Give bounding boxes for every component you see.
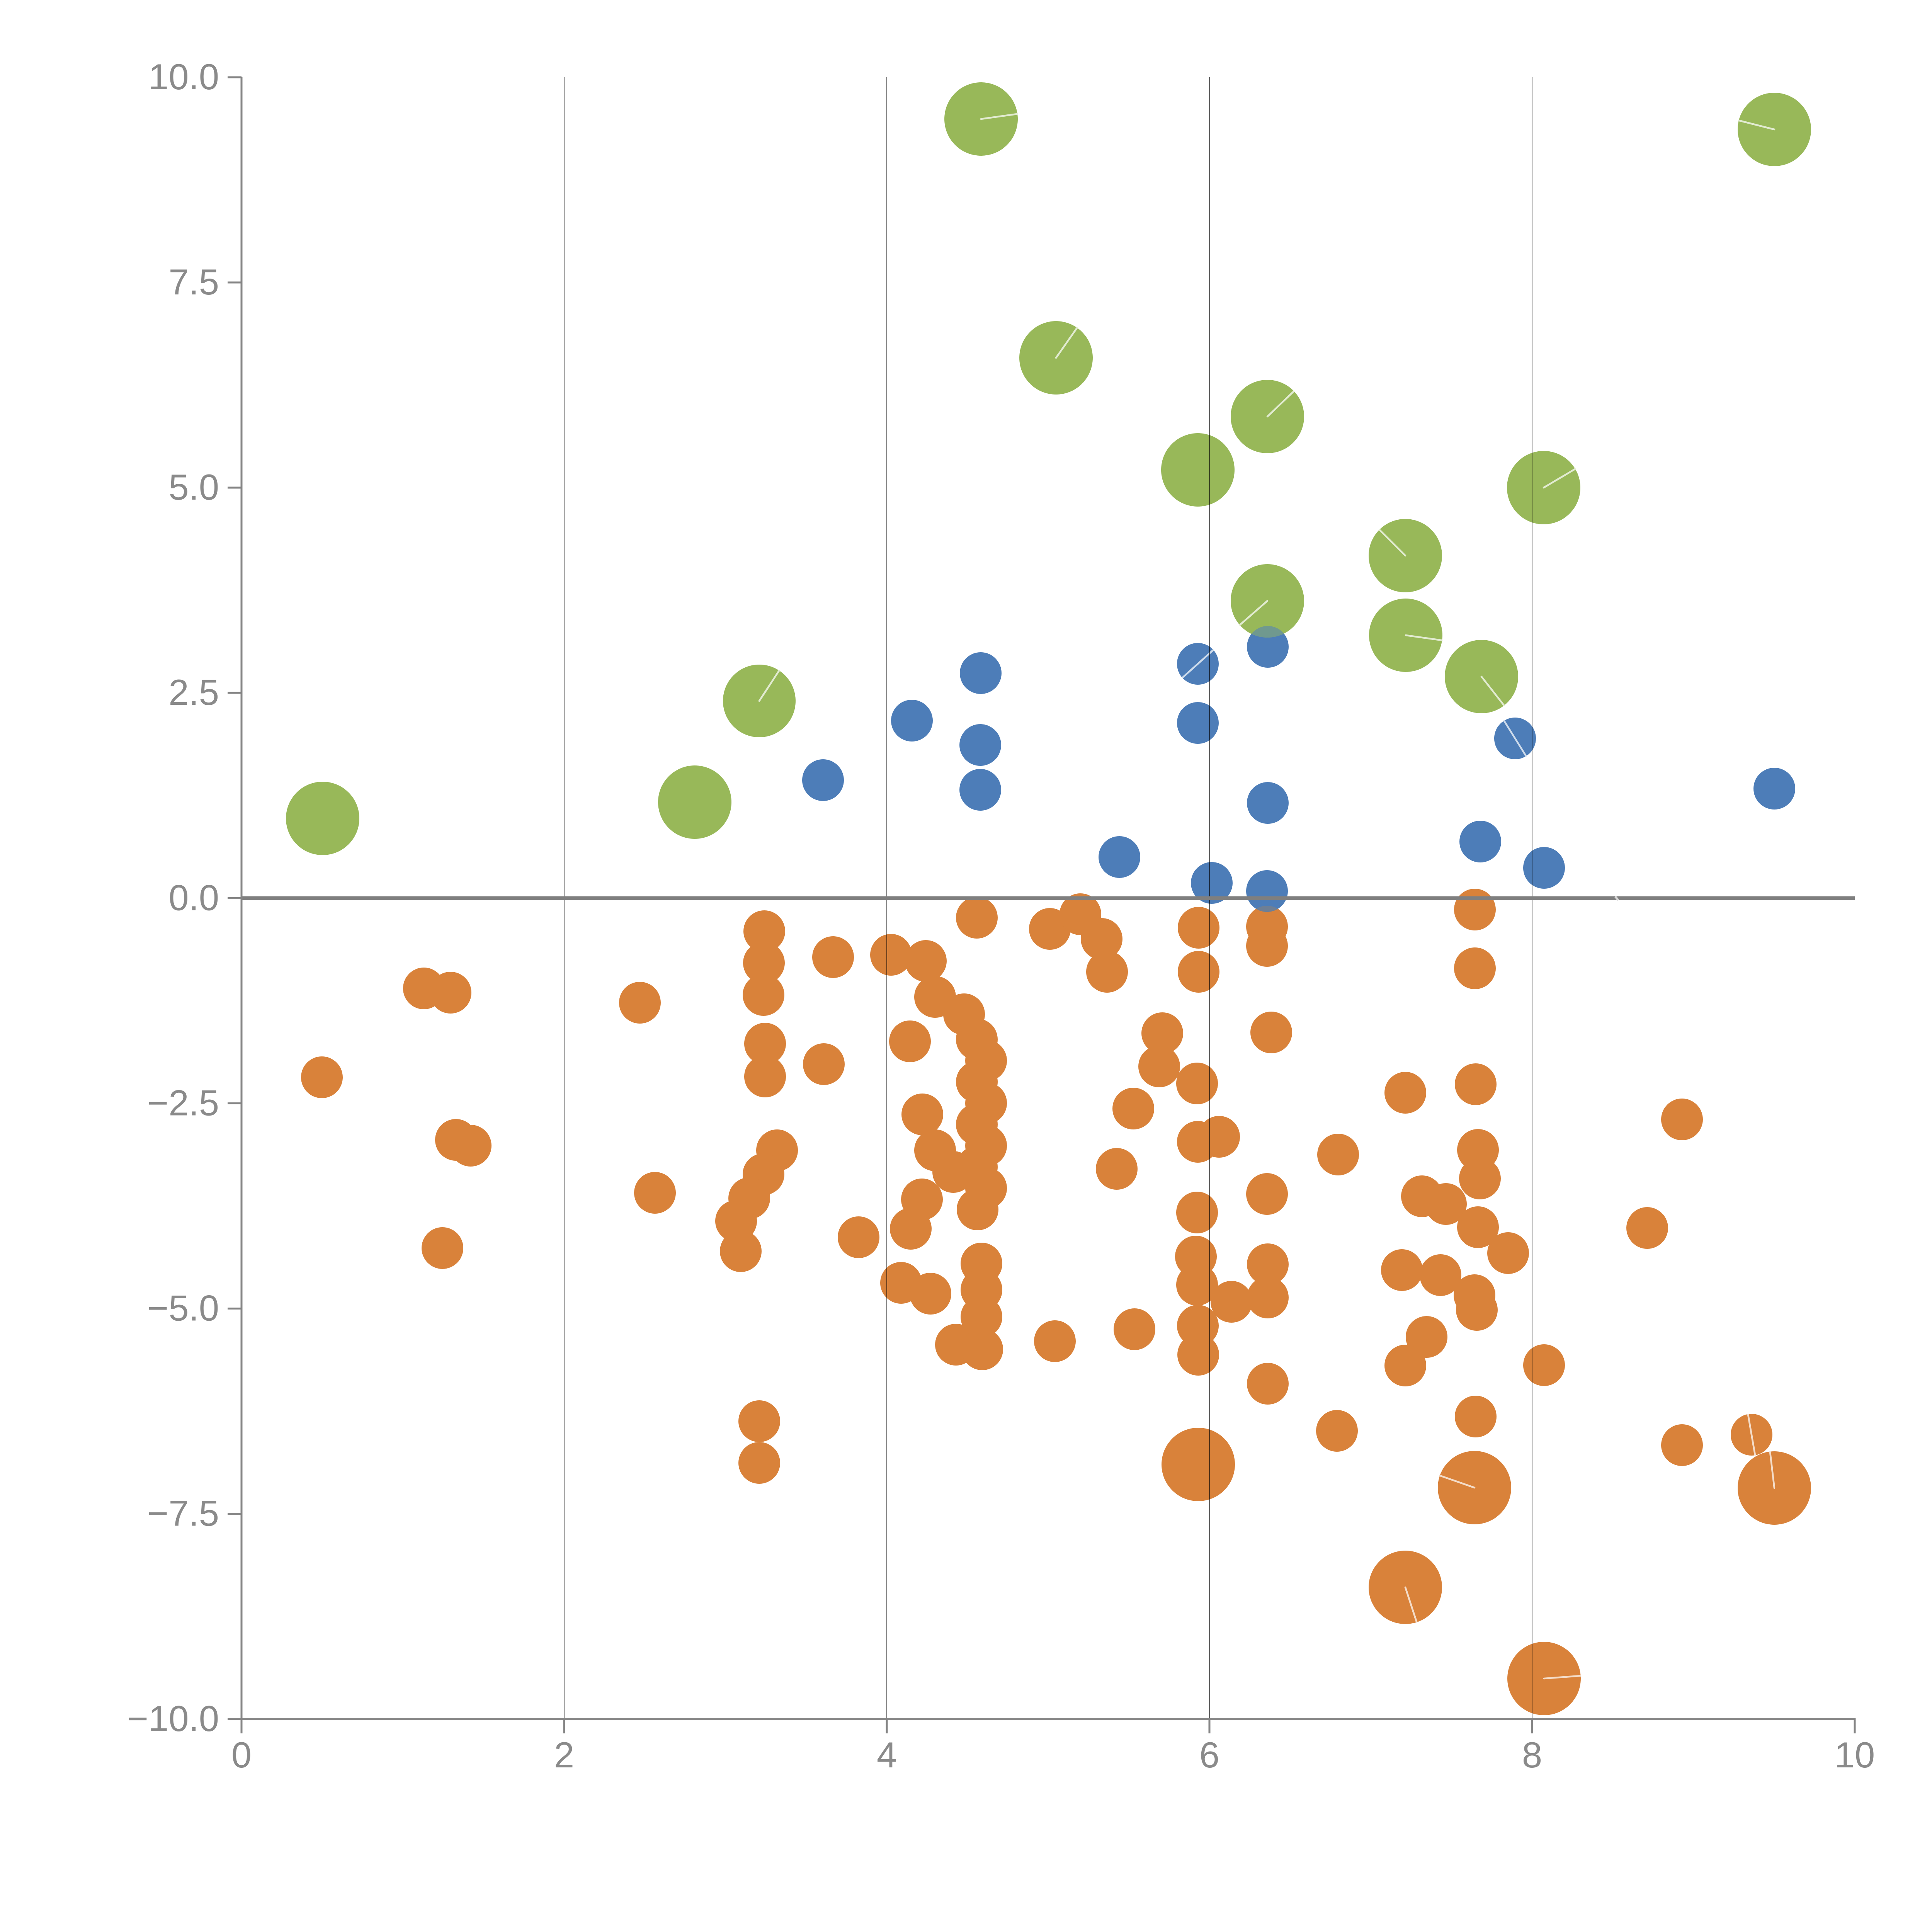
svg-text:−7.5: −7.5 (147, 1493, 219, 1534)
svg-text:8: 8 (1522, 1735, 1542, 1775)
svg-text:0.0: 0.0 (168, 878, 219, 918)
svg-text:7.5: 7.5 (168, 262, 219, 302)
svg-text:10: 10 (1835, 1735, 1875, 1775)
svg-text:−10.0: −10.0 (127, 1698, 219, 1739)
svg-text:4: 4 (877, 1735, 897, 1775)
svg-text:2.5: 2.5 (168, 672, 219, 713)
svg-text:10.0: 10.0 (148, 56, 219, 97)
svg-text:5.0: 5.0 (168, 467, 219, 507)
svg-text:2: 2 (554, 1735, 574, 1775)
svg-text:0: 0 (231, 1735, 252, 1775)
svg-text:−2.5: −2.5 (147, 1083, 219, 1123)
svg-text:6: 6 (1199, 1735, 1219, 1775)
svg-text:−5.0: −5.0 (147, 1288, 219, 1328)
